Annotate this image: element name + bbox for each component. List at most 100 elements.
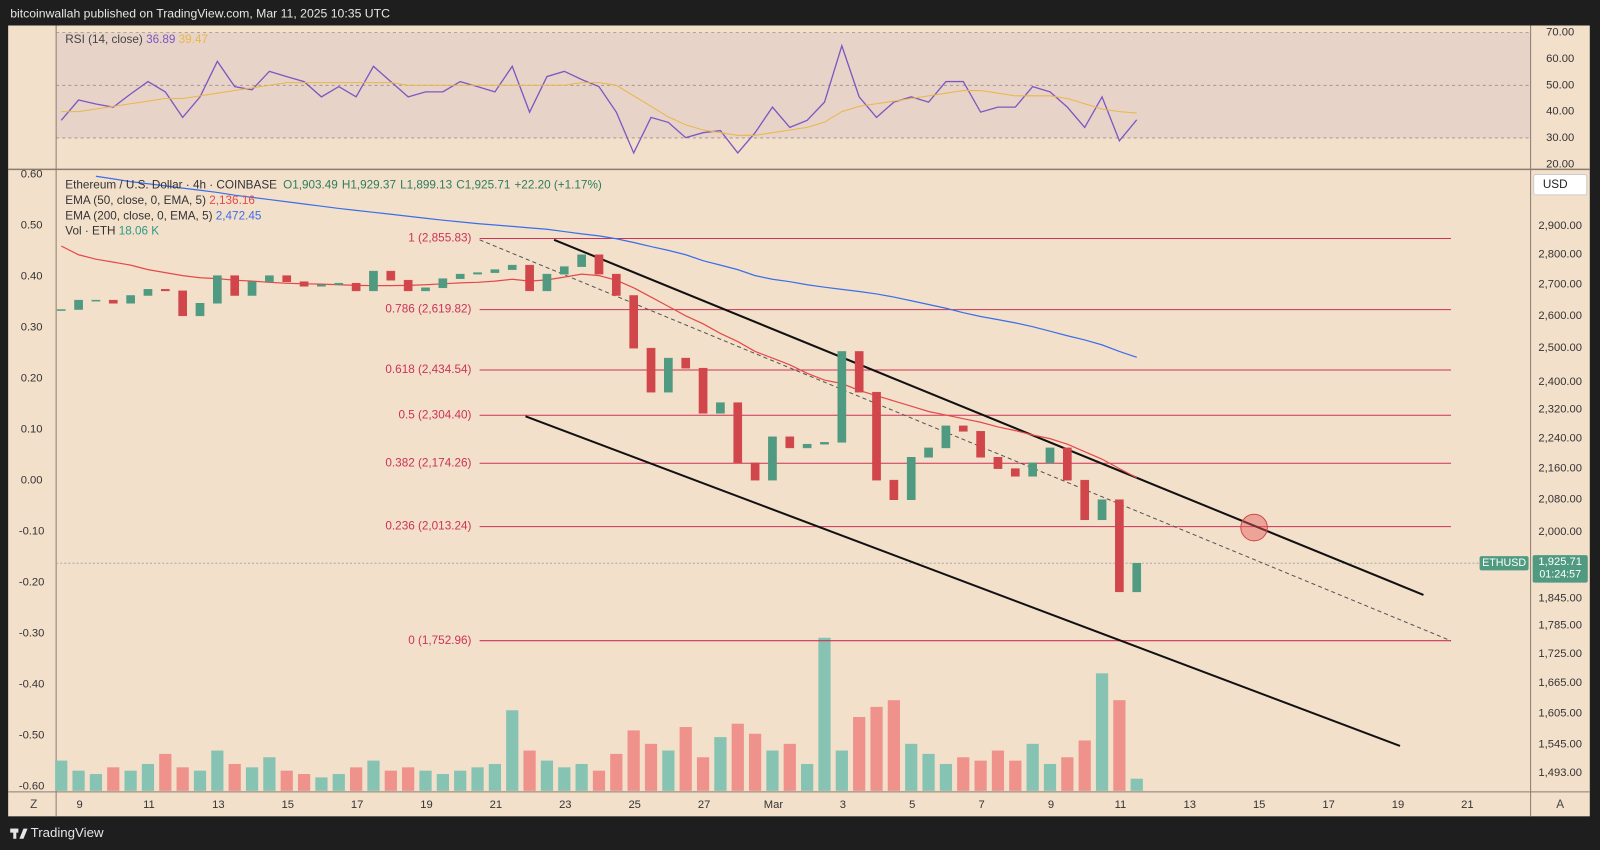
volume-bar — [783, 743, 796, 791]
volume-bar — [922, 753, 935, 791]
auto-scale-button[interactable]: A — [1556, 798, 1564, 811]
volume-bar — [280, 770, 293, 791]
x-tick-label: 7 — [979, 799, 985, 811]
candle — [265, 275, 274, 282]
y2-tick-label: 0.50 — [21, 219, 43, 231]
chart-area — [8, 25, 1590, 817]
volume-bar — [540, 760, 554, 791]
candle — [143, 289, 153, 296]
x-tick-label: 21 — [1461, 799, 1473, 811]
candle — [108, 299, 118, 304]
candle — [525, 264, 534, 292]
currency-button[interactable] — [1533, 173, 1588, 196]
candle — [594, 254, 604, 275]
candle — [733, 402, 743, 464]
rsi-legend: RSI (14, close) 36.89 39.47 — [65, 33, 208, 46]
volume-bar — [72, 770, 85, 791]
volume-bar — [350, 767, 363, 791]
y-tick-label: 2,080.00 — [1538, 494, 1582, 506]
currency-label[interactable]: USD — [1543, 178, 1568, 191]
footer-brand[interactable]: TradingView — [31, 825, 104, 840]
volume-bar — [523, 750, 536, 791]
volume-legend: Vol · ETH 18.06 K — [65, 225, 159, 238]
volume-bar — [853, 716, 866, 791]
candle — [247, 281, 257, 296]
x-tick-label: 11 — [1115, 799, 1127, 811]
y-tick-label: 2,320.00 — [1538, 404, 1582, 416]
y-tick-label: 2,400.00 — [1538, 376, 1582, 388]
x-tick-label: 21 — [490, 799, 502, 811]
legend-name: EMA (200, close, 0, EMA, 5) — [65, 209, 212, 222]
legend-value: 18.06 K — [119, 225, 160, 238]
legend-value: 2,472.45 — [216, 209, 262, 222]
x-tick-label: 27 — [698, 799, 710, 811]
volume-bar — [315, 777, 328, 791]
rsi-tick-label: 60.00 — [1546, 53, 1574, 65]
volume-bar — [419, 770, 432, 791]
channel-upper — [553, 238, 1424, 596]
rsi-tick-label: 50.00 — [1546, 79, 1574, 91]
rsi-ma-value: 39.47 — [179, 33, 208, 46]
x-tick-label: 9 — [1048, 799, 1054, 811]
volume-bar — [332, 774, 345, 791]
y2-tick-label: -0.60 — [19, 781, 45, 793]
volume-bar — [1043, 763, 1057, 791]
candle — [1045, 447, 1055, 464]
candle — [455, 273, 465, 279]
volume-bar — [939, 763, 953, 791]
volume-bar — [957, 757, 970, 791]
price-tag-label: 1,925.71 — [1538, 556, 1582, 568]
fib-label: 1 (2,855.83) — [408, 232, 471, 245]
channel-drawings — [479, 238, 1452, 747]
candle — [1080, 479, 1090, 521]
volume-bar — [228, 763, 241, 791]
candle — [126, 295, 135, 304]
volume-bar — [801, 763, 814, 791]
fib-label: 0.236 (2,013.24) — [385, 520, 471, 533]
candle — [559, 266, 569, 275]
x-tick-label: 25 — [628, 799, 640, 811]
candle — [820, 442, 829, 445]
candle — [1132, 562, 1142, 593]
volume-bar — [107, 767, 120, 791]
volume-bar — [610, 753, 623, 791]
y2-tick-label: 0.30 — [21, 322, 43, 334]
x-tick-label: 15 — [1253, 799, 1265, 811]
rsi-tick-label: 40.00 — [1546, 106, 1574, 118]
symbol-title: Ethereum / U.S. Dollar · 4h · COINBASE — [65, 179, 277, 192]
candle — [473, 272, 482, 275]
volume-bar — [592, 770, 606, 791]
volume-bar — [696, 757, 710, 791]
candle — [1063, 447, 1072, 481]
candle — [178, 290, 187, 317]
candle — [490, 269, 500, 273]
volume-bar — [991, 750, 1005, 791]
volume-bar — [748, 733, 762, 791]
candle — [334, 282, 344, 285]
ohlc-low: L1,899.13 — [400, 179, 452, 192]
y2-tick-label: 0.10 — [21, 424, 43, 436]
x-tick-label: 23 — [559, 799, 571, 811]
y-tick-label: 1,605.00 — [1538, 707, 1582, 719]
y-tick-label: 1,845.00 — [1538, 592, 1582, 604]
candle — [386, 270, 396, 281]
candle — [299, 281, 309, 287]
x-tick-label: 9 — [76, 799, 82, 811]
zoom-button[interactable]: Z — [30, 798, 37, 811]
volume-bar — [835, 750, 848, 791]
candle — [507, 264, 517, 270]
volume-bar — [818, 637, 831, 791]
candle — [1115, 499, 1124, 593]
volume-bar — [558, 767, 571, 791]
volume-bar — [176, 767, 189, 791]
fib-label: 0.5 (2,304.40) — [398, 408, 471, 421]
price-legend: Ethereum / U.S. Dollar · 4h · COINBASE O1… — [65, 179, 602, 192]
candle — [56, 309, 66, 311]
candle — [750, 462, 760, 481]
y2-tick-label: -0.50 — [19, 730, 45, 742]
logo-part — [19, 828, 28, 839]
volume-bar — [402, 767, 415, 791]
volume-bar — [245, 767, 259, 791]
volume-bar — [679, 727, 692, 791]
y-tick-label: 1,493.00 — [1538, 767, 1582, 779]
